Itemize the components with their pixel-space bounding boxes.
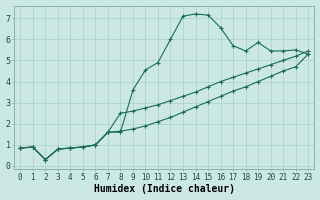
X-axis label: Humidex (Indice chaleur): Humidex (Indice chaleur) (94, 184, 235, 194)
